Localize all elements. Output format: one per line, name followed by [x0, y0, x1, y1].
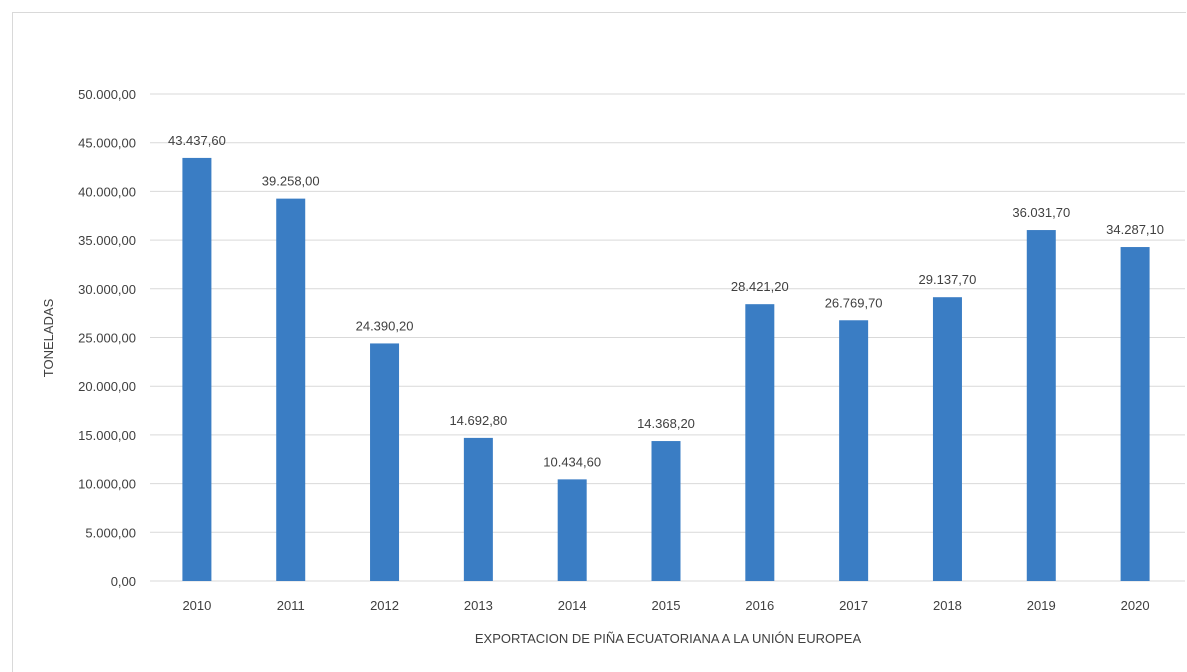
y-tick-label: 20.000,00	[78, 379, 136, 394]
y-tick-label: 50.000,00	[78, 87, 136, 102]
bar-2020	[1120, 247, 1150, 581]
data-label-2017: 26.769,70	[825, 295, 883, 310]
x-tick-label: 2019	[1027, 598, 1056, 613]
y-tick-label: 45.000,00	[78, 136, 136, 151]
x-tick-label: 2018	[933, 598, 962, 613]
y-tick-label: 40.000,00	[78, 184, 136, 199]
bar-2018	[932, 297, 962, 581]
y-axis-ticks: 0,00 5.000,00 10.000,00 15.000,00 20.000,00 2…	[78, 87, 136, 589]
x-axis-ticks: 2010 2011 2012 2013 2014 2015 2016 2017 2018 2019…	[182, 598, 1149, 613]
y-tick-label: 5.000,00	[85, 525, 136, 540]
bar-2012	[370, 343, 400, 581]
bars	[182, 157, 1150, 581]
data-label-2013: 14.692,80	[449, 413, 507, 428]
y-tick-label: 0,00	[111, 574, 136, 589]
x-tick-label: 2013	[464, 598, 493, 613]
y-tick-label: 25.000,00	[78, 331, 136, 346]
bar-2019	[1026, 230, 1056, 581]
x-tick-label: 2011	[277, 598, 305, 613]
x-tick-label: 2010	[182, 598, 211, 613]
x-tick-label: 2016	[745, 598, 774, 613]
y-axis-title: TONELADAS	[41, 298, 56, 377]
bar-2011	[276, 198, 306, 581]
bar-2014	[557, 479, 587, 581]
bar-2015	[651, 441, 681, 581]
x-tick-label: 2020	[1121, 598, 1150, 613]
y-tick-label: 10.000,00	[78, 477, 136, 492]
chart-frame	[12, 12, 1186, 672]
y-tick-label: 30.000,00	[78, 282, 136, 297]
data-label-2010: 43.437,60	[168, 133, 226, 148]
bar-2010	[182, 157, 212, 581]
data-labels: 43.437,60 39.258,00 24.390,20 14.692,80 10.4…	[168, 133, 1164, 469]
y-tick-label: 15.000,00	[78, 428, 136, 443]
x-axis-title: EXPORTACION DE PIÑA ECUATORIANA A LA UNI…	[475, 631, 862, 646]
data-label-2020: 34.287,10	[1106, 222, 1164, 237]
data-label-2014: 10.434,60	[543, 454, 601, 469]
x-tick-label: 2017	[839, 598, 868, 613]
data-label-2012: 24.390,20	[356, 318, 414, 333]
x-tick-label: 2014	[558, 598, 587, 613]
bar-2016	[745, 304, 775, 581]
data-label-2015: 14.368,20	[637, 416, 695, 431]
y-tick-label: 35.000,00	[78, 233, 136, 248]
bar-2017	[839, 320, 869, 581]
data-label-2018: 29.137,70	[919, 272, 977, 287]
data-label-2016: 28.421,20	[731, 279, 789, 294]
x-tick-label: 2012	[370, 598, 399, 613]
data-label-2019: 36.031,70	[1012, 205, 1070, 220]
x-tick-label: 2015	[652, 598, 681, 613]
data-label-2011: 39.258,00	[262, 174, 320, 189]
bar-2013	[463, 437, 493, 581]
